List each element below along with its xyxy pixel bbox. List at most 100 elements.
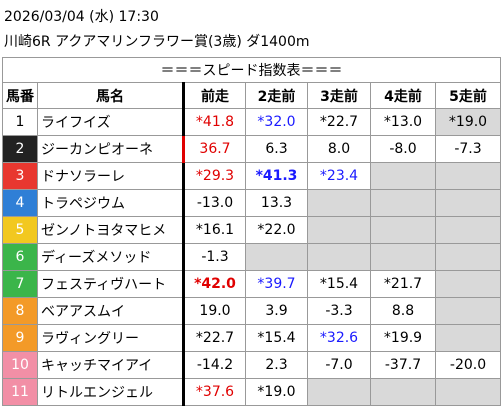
horse-name: トラペジウム xyxy=(37,189,184,217)
empty-cell xyxy=(370,162,436,190)
speed-index: -13.0 xyxy=(182,189,246,217)
horse-number: 9 xyxy=(2,324,38,352)
date: 2026/03/04 (水) 17:30 xyxy=(4,9,159,25)
race-title: 川崎6R アクアマリンフラワー賞(3歳) ダ1400m xyxy=(4,34,310,50)
speed-index: -14.2 xyxy=(182,351,246,379)
speed-index: 36.7 xyxy=(182,135,246,163)
speed-index: 2.3 xyxy=(245,351,308,379)
column-header: 馬名 xyxy=(37,82,184,109)
table-row: 7 フェスティヴハート *42.0 *39.7 *15.4 *21.7 xyxy=(2,270,502,298)
speed-index: *22.7 xyxy=(307,108,371,136)
horse-name: ディーズメソッド xyxy=(37,243,184,271)
horse-name: ジーカンピオーネ xyxy=(37,135,184,163)
speed-index: *15.4 xyxy=(307,270,371,298)
speed-index: *19.9 xyxy=(370,324,436,352)
speed-index: -7.3 xyxy=(434,135,502,163)
empty-cell xyxy=(370,378,436,406)
empty-cell xyxy=(307,378,371,406)
table-title: ＝＝＝スピード指数表＝＝＝ xyxy=(1,57,502,83)
horse-number: 11 xyxy=(2,378,38,406)
column-header: 3走前 xyxy=(307,82,371,109)
speed-index: *29.3 xyxy=(182,162,246,190)
table-row: 3 ドナソラーレ *29.3 *41.3 *23.4 xyxy=(2,162,502,190)
column-header: 5走前 xyxy=(434,82,502,109)
speed-index: -8.0 xyxy=(370,135,436,163)
empty-cell xyxy=(307,189,371,217)
speed-index: *32.6 xyxy=(307,324,371,352)
speed-index: 8.8 xyxy=(370,297,436,325)
empty-cell xyxy=(370,189,436,217)
speed-index: *22.7 xyxy=(182,324,246,352)
horse-name: フェスティヴハート xyxy=(37,270,184,298)
speed-index: *42.0 xyxy=(182,270,246,298)
empty-cell xyxy=(307,243,371,271)
empty-cell xyxy=(434,189,502,217)
empty-cell xyxy=(245,243,308,271)
speed-index: -1.3 xyxy=(182,243,246,271)
horse-name: リトルエンジェル xyxy=(37,378,184,406)
table-row: 6 ディーズメソッド -1.3 xyxy=(2,243,502,271)
table-row: 2 ジーカンピオーネ 36.7 6.3 8.0 -8.0 -7.3 xyxy=(2,135,502,163)
empty-cell xyxy=(434,243,502,271)
speed-index: 19.0 xyxy=(182,297,246,325)
speed-index: -37.7 xyxy=(370,351,436,379)
speed-index: *22.0 xyxy=(245,216,308,244)
speed-index: -7.0 xyxy=(307,351,371,379)
speed-index: *19.0 xyxy=(245,378,308,406)
table-row: 10 キャッチマイアイ -14.2 2.3 -7.0 -37.7 -20.0 xyxy=(2,351,502,379)
speed-index: *13.0 xyxy=(370,108,436,136)
speed-index: *16.1 xyxy=(182,216,246,244)
horse-number: 10 xyxy=(2,351,38,379)
horse-name: ライフイズ xyxy=(37,108,184,136)
column-header: 2走前 xyxy=(245,82,308,109)
speed-index: *41.8 xyxy=(182,108,246,136)
speed-index: *19.0 xyxy=(434,108,502,136)
speed-index: 8.0 xyxy=(307,135,371,163)
empty-cell xyxy=(434,216,502,244)
horse-name: ドナソラーレ xyxy=(37,162,184,190)
horse-number: 3 xyxy=(2,162,38,190)
horse-number: 2 xyxy=(2,135,38,163)
table-row: 8 ベアアスムイ 19.0 3.9 -3.3 8.8 xyxy=(2,297,502,325)
empty-cell xyxy=(307,216,371,244)
table-row: 5 ゼンノトヨタマヒメ *16.1 *22.0 xyxy=(2,216,502,244)
speed-index: -20.0 xyxy=(434,351,502,379)
speed-table: ＝＝＝スピード指数表＝＝＝ 馬番 馬名 前走 2走前 3走前 4走前 5走前 1 ライフイズ *… xyxy=(1,57,502,406)
speed-index: *23.4 xyxy=(307,162,371,190)
horse-name: ゼンノトヨタマヒメ xyxy=(37,216,184,244)
horse-number: 8 xyxy=(2,297,38,325)
horse-name: ベアアスムイ xyxy=(37,297,184,325)
horse-name: キャッチマイアイ xyxy=(37,351,184,379)
table-row: 9 ラヴィングリー *22.7 *15.4 *32.6 *19.9 xyxy=(2,324,502,352)
horse-name: ラヴィングリー xyxy=(37,324,184,352)
empty-cell xyxy=(434,378,502,406)
empty-cell xyxy=(434,270,502,298)
speed-index: 6.3 xyxy=(245,135,308,163)
table-row: 1 ライフイズ *41.8 *32.0 *22.7 *13.0 *19.0 xyxy=(2,108,502,136)
speed-index: *39.7 xyxy=(245,270,308,298)
table-row: 11 リトルエンジェル *37.6 *19.0 xyxy=(2,378,502,406)
speed-index: 13.3 xyxy=(245,189,308,217)
speed-index: *37.6 xyxy=(182,378,246,406)
speed-index: -3.3 xyxy=(307,297,371,325)
column-header: 4走前 xyxy=(370,82,436,109)
speed-index: 3.9 xyxy=(245,297,308,325)
table-row: 4 トラペジウム -13.0 13.3 xyxy=(2,189,502,217)
empty-cell xyxy=(370,243,436,271)
speed-index: *21.7 xyxy=(370,270,436,298)
empty-cell xyxy=(434,324,502,352)
empty-cell xyxy=(434,297,502,325)
horse-number: 5 xyxy=(2,216,38,244)
speed-index: *32.0 xyxy=(245,108,308,136)
horse-number: 4 xyxy=(2,189,38,217)
speed-index: *41.3 xyxy=(245,162,308,190)
empty-cell xyxy=(370,216,436,244)
horse-number: 7 xyxy=(2,270,38,298)
column-header: 馬番 xyxy=(2,82,38,109)
speed-index: *15.4 xyxy=(245,324,308,352)
horse-number: 6 xyxy=(2,243,38,271)
horse-number: 1 xyxy=(2,108,38,136)
empty-cell xyxy=(434,162,502,190)
column-header: 前走 xyxy=(182,82,246,109)
